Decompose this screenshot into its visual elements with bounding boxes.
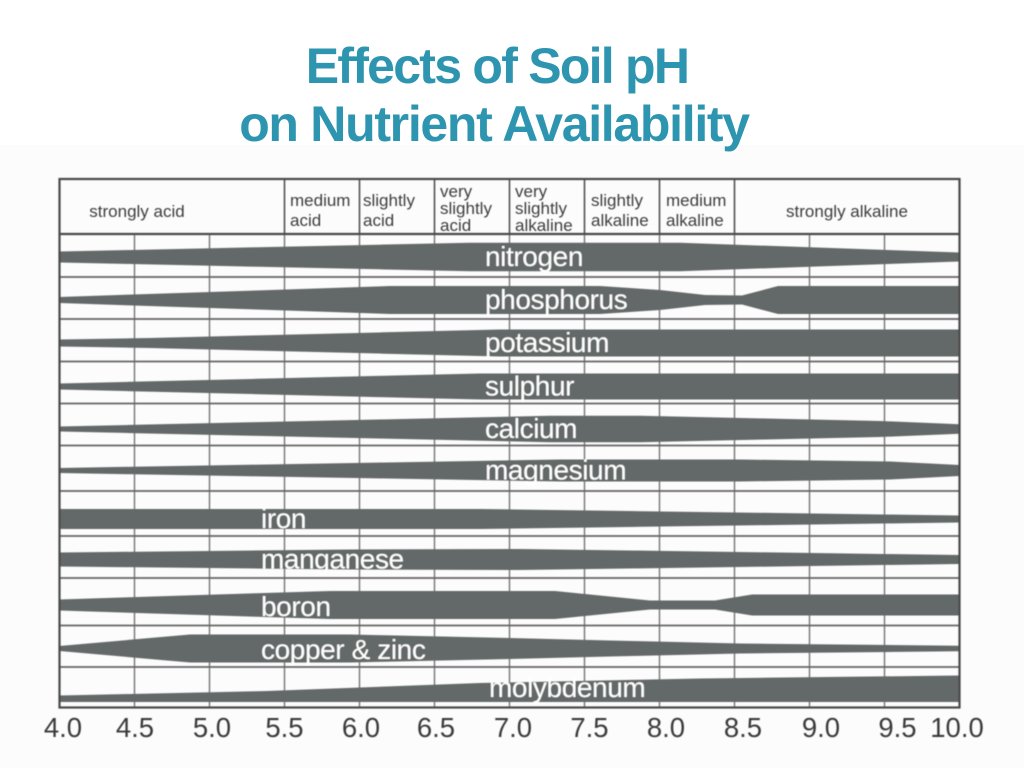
svg-text:potassium: potassium — [485, 327, 609, 358]
svg-text:7.0: 7.0 — [494, 712, 532, 743]
svg-text:iron: iron — [261, 503, 306, 534]
svg-text:nitrogen: nitrogen — [485, 241, 583, 272]
svg-text:very: very — [440, 182, 473, 201]
svg-text:5.5: 5.5 — [265, 712, 303, 743]
svg-text:magnesium: magnesium — [485, 455, 626, 486]
svg-text:slightly: slightly — [363, 191, 415, 210]
svg-text:molybdenum: molybdenum — [489, 672, 645, 703]
svg-text:medium: medium — [666, 191, 726, 210]
svg-text:calcium: calcium — [485, 413, 577, 444]
svg-text:acid: acid — [440, 216, 471, 235]
svg-text:boron: boron — [261, 591, 331, 622]
svg-text:phosphorus: phosphorus — [485, 284, 627, 315]
svg-text:6.0: 6.0 — [342, 712, 380, 743]
svg-text:8.0: 8.0 — [647, 712, 685, 743]
svg-text:copper & zinc: copper & zinc — [261, 634, 426, 665]
svg-text:acid: acid — [290, 211, 321, 230]
svg-text:4.0: 4.0 — [44, 712, 82, 743]
svg-text:very: very — [515, 182, 548, 201]
svg-text:strongly acid: strongly acid — [89, 202, 184, 221]
svg-text:slightly: slightly — [591, 191, 643, 210]
svg-text:10.0: 10.0 — [930, 712, 984, 743]
svg-text:6.5: 6.5 — [417, 712, 455, 743]
svg-text:slightly: slightly — [515, 199, 567, 218]
svg-text:9.0: 9.0 — [802, 712, 840, 743]
svg-text:sulphur: sulphur — [485, 371, 574, 402]
svg-text:alkaline: alkaline — [591, 211, 649, 230]
svg-text:7.5: 7.5 — [570, 712, 608, 743]
svg-text:slightly: slightly — [440, 199, 492, 218]
svg-text:alkaline: alkaline — [515, 216, 573, 235]
svg-text:strongly alkaline: strongly alkaline — [786, 202, 908, 221]
svg-text:9.5: 9.5 — [878, 712, 916, 743]
svg-text:alkaline: alkaline — [666, 211, 724, 230]
svg-text:acid: acid — [363, 211, 394, 230]
svg-text:medium: medium — [290, 191, 350, 210]
svg-text:4.5: 4.5 — [116, 712, 154, 743]
svg-text:manganese: manganese — [261, 544, 404, 575]
svg-text:5.0: 5.0 — [193, 712, 231, 743]
svg-text:8.5: 8.5 — [724, 712, 762, 743]
